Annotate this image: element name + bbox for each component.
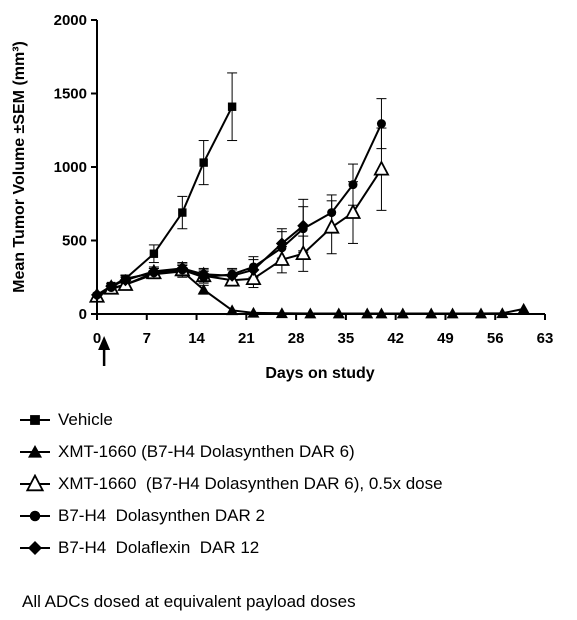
series-markers-layer: [88, 102, 530, 319]
marker-square: [30, 415, 40, 425]
x-tick-label: 7: [143, 330, 151, 347]
marker-triangle-filled: [226, 304, 239, 316]
marker-circle: [348, 180, 358, 190]
marker-diamond: [275, 237, 288, 250]
legend-label: XMT-1660 (B7-H4 Dolasynthen DAR 6), 0.5x…: [58, 474, 443, 493]
marker-triangle-filled: [361, 307, 374, 319]
legend-swatch: [20, 474, 50, 492]
legend: Vehicle XMT-1660 (B7-H4 Dolasynthen DAR 6…: [18, 408, 573, 568]
marker-circle: [29, 510, 41, 522]
marker-triangle-filled: [197, 283, 210, 295]
marker-diamond: [176, 262, 189, 275]
y-tick-label: 0: [79, 306, 87, 323]
legend-label: XMT-1660 (B7-H4 Dolasynthen DAR 6): [58, 442, 355, 461]
marker-triangle-filled: [28, 445, 42, 458]
footnote: All ADCs dosed at equivalent payload dos…: [22, 592, 356, 611]
marker-triangle-filled: [332, 307, 345, 319]
marker-diamond: [147, 265, 160, 278]
series-lines-layer: [96, 106, 524, 315]
marker-square: [178, 208, 187, 217]
legend-label: B7-H4 Dolaflexin DAR 12: [58, 538, 260, 557]
marker-diamond: [226, 269, 239, 282]
legend-label: Vehicle: [58, 410, 113, 429]
legend-swatch: [20, 510, 50, 522]
series-line: [96, 225, 304, 296]
marker-circle: [327, 208, 337, 218]
marker-triangle-filled: [396, 307, 409, 319]
x-tick-label: 63: [537, 330, 554, 347]
marker-triangle-open: [344, 203, 362, 219]
marker-diamond: [197, 268, 210, 281]
y-axis-label: Mean Tumor Volume ±SEM (mm³): [11, 41, 28, 293]
x-tick-label: 14: [188, 330, 205, 347]
x-tick-label: 35: [338, 330, 355, 347]
y-tick-label: 1500: [54, 86, 87, 103]
legend-item: XMT-1660 (B7-H4 Dolasynthen DAR 6): [18, 440, 573, 464]
marker-triangle-open: [273, 250, 290, 266]
y-tick-label: 2000: [54, 12, 87, 29]
legend-label: B7-H4 Dolasynthen DAR 2: [58, 506, 265, 525]
axes: 0 500 1000 1500 2000 0 7 14 21 28 35 42 49 56 63: [54, 12, 554, 366]
marker-triangle-open: [373, 160, 390, 176]
marker-triangle-filled: [425, 307, 438, 319]
x-axis-label: Days on study: [265, 365, 374, 382]
marker-triangle-filled: [275, 307, 288, 319]
marker-square: [199, 158, 208, 167]
x-tick-label: 42: [387, 330, 404, 347]
marker-triangle-filled: [475, 307, 487, 319]
legend-item: B7-H4 Dolaflexin DAR 12: [18, 536, 573, 560]
legend-swatch: [20, 445, 50, 458]
marker-square: [149, 249, 159, 258]
marker-triangle-open: [25, 474, 45, 492]
legend-item: Vehicle: [18, 408, 573, 432]
marker-triangle-filled: [304, 307, 317, 319]
legend-item: XMT-1660 (B7-H4 Dolasynthen DAR 6), 0.5x…: [18, 472, 573, 496]
tumor-volume-chart: 0 500 1000 1500 2000 0 7 14 21 28 35 42 49 56 63 Mean …: [11, 12, 554, 382]
marker-diamond: [105, 280, 118, 293]
x-tick-label: 21: [238, 330, 255, 347]
marker-triangle-open: [295, 244, 312, 261]
marker-diamond: [247, 263, 260, 276]
dosing-arrow-icon: [98, 336, 111, 350]
x-tick-label: 28: [288, 330, 305, 347]
series-line: [96, 106, 234, 298]
error-bars-layer: [106, 72, 387, 295]
marker-triangle-filled: [375, 307, 388, 319]
x-tick-label: 0: [93, 330, 101, 347]
marker-triangle-filled: [517, 302, 530, 314]
marker-triangle-open: [323, 218, 340, 234]
x-tick-label: 56: [487, 330, 504, 347]
marker-diamond: [28, 541, 42, 555]
marker-triangle-open: [245, 269, 262, 286]
marker-triangle-filled: [446, 307, 459, 319]
marker-triangle-filled: [496, 307, 509, 319]
y-tick-label: 1000: [54, 159, 87, 176]
legend-swatch: [20, 415, 50, 425]
y-tick-label: 500: [62, 233, 87, 250]
legend-item: B7-H4 Dolasynthen DAR 2: [18, 504, 573, 528]
x-tick-label: 49: [437, 330, 454, 347]
legend-swatch: [20, 541, 50, 555]
marker-diamond: [297, 219, 310, 232]
marker-circle: [376, 119, 386, 129]
marker-diamond: [119, 274, 132, 287]
marker-square: [227, 102, 237, 111]
series-line: [96, 123, 383, 296]
